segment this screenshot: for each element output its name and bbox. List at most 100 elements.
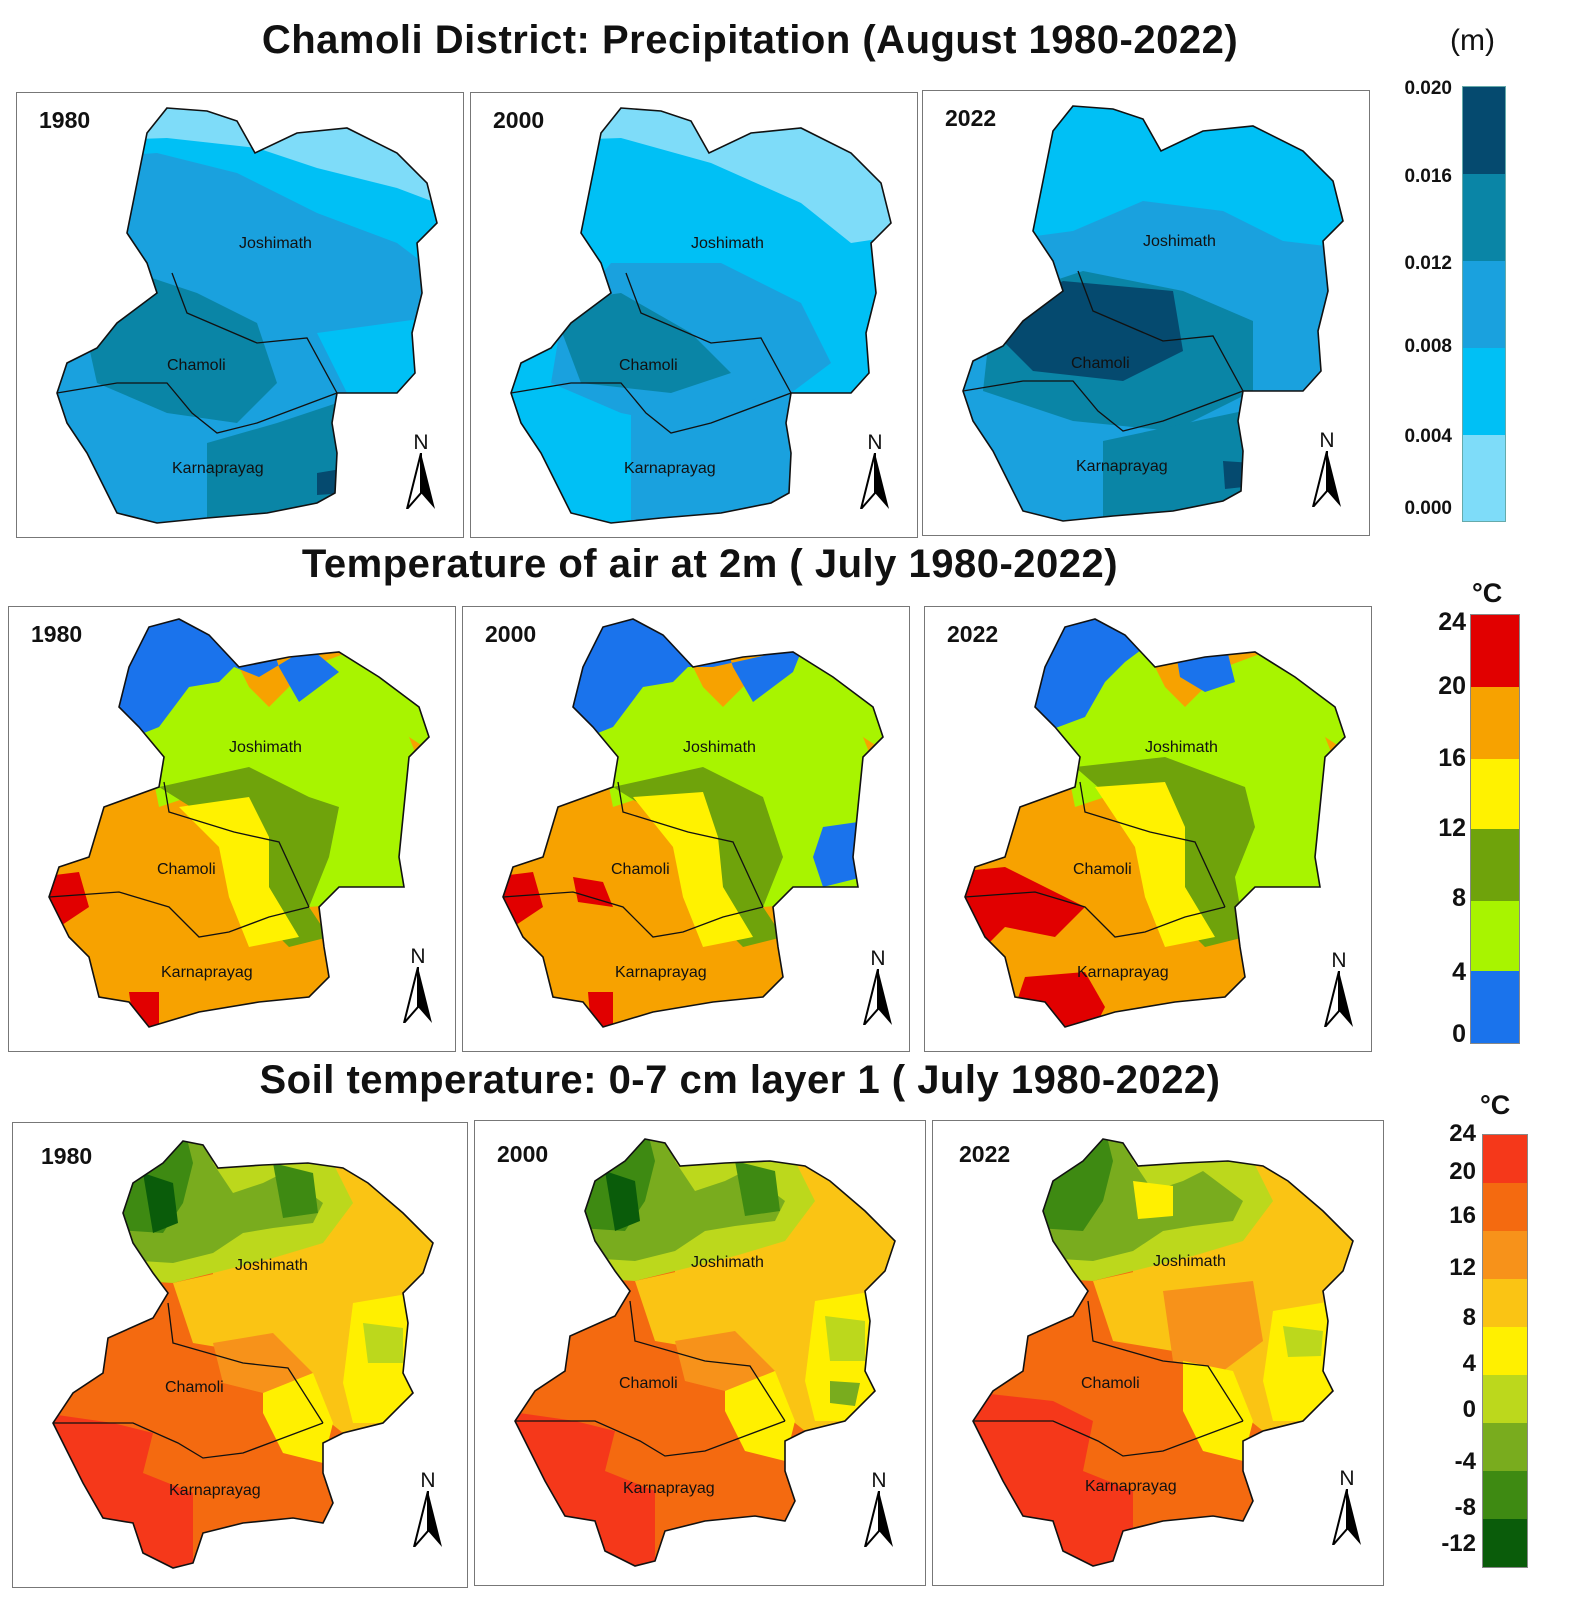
legend-tick: 0.004: [1404, 426, 1452, 447]
legend-swatch: [1483, 1471, 1527, 1519]
legend-tick: 0.008: [1404, 336, 1452, 357]
legend-tick: 4: [1462, 1350, 1476, 1377]
precip-map-1980[interactable]: Joshimath Chamoli Karnaprayag 1980 N: [16, 92, 464, 538]
label-chamoli: Chamoli: [157, 861, 216, 878]
legend-tick: 0: [1462, 1396, 1476, 1423]
north-arrow-icon: N: [853, 431, 897, 509]
precip-legend: (m) 0.020 0.016 0.012 0.008 0.004 0.000: [1390, 20, 1580, 530]
legend-tick: 24: [1438, 608, 1466, 636]
label-chamoli: Chamoli: [619, 357, 678, 374]
legend-tick: 0.012: [1404, 253, 1452, 274]
legend-swatch: [1483, 1423, 1527, 1471]
legend-tick: 0: [1452, 1020, 1466, 1048]
legend-swatch: [1463, 87, 1505, 174]
soil-temp-legend: °C 24 20 16 12 8 4 0 -4 -8 -12: [1420, 1090, 1580, 1590]
label-joshimath: Joshimath: [1153, 1253, 1226, 1270]
legend-tick: 4: [1452, 958, 1466, 986]
legend-tick: 12: [1438, 814, 1466, 842]
precip-map-2022[interactable]: Joshimath Chamoli Karnaprayag 2022 N: [922, 90, 1370, 536]
soil-temp-map-2022[interactable]: Joshimath Chamoli Karnaprayag 2022 N: [932, 1120, 1384, 1586]
label-chamoli: Chamoli: [1071, 355, 1130, 372]
legend-swatch: [1483, 1135, 1527, 1183]
north-arrow-icon: N: [857, 1469, 901, 1547]
north-arrow-icon: N: [406, 1469, 450, 1547]
legend-swatch: [1463, 174, 1505, 261]
legend-swatch: [1463, 435, 1505, 521]
legend-unit: °C: [1480, 1090, 1511, 1120]
label-chamoli: Chamoli: [1081, 1375, 1140, 1392]
legend-swatch: [1471, 901, 1519, 971]
label-karnaprayag: Karnaprayag: [1076, 458, 1168, 475]
label-joshimath: Joshimath: [691, 1254, 764, 1271]
label-chamoli: Chamoli: [1073, 861, 1132, 878]
north-arrow-icon: N: [1325, 1467, 1369, 1545]
north-arrow-icon: N: [1317, 949, 1361, 1027]
label-joshimath: Joshimath: [691, 235, 764, 252]
legend-swatch: [1483, 1375, 1527, 1423]
label-karnaprayag: Karnaprayag: [615, 964, 707, 981]
label-karnaprayag: Karnaprayag: [1077, 964, 1169, 981]
legend-swatch: [1483, 1231, 1527, 1279]
legend-tick: 16: [1438, 744, 1466, 772]
soil-temp-map-1980[interactable]: Joshimath Chamoli Karnaprayag 1980 N: [12, 1122, 468, 1588]
label-joshimath: Joshimath: [683, 739, 756, 756]
year-label: 2000: [497, 1141, 549, 1167]
legend-tick: -12: [1441, 1530, 1476, 1557]
legend-swatch: [1471, 759, 1519, 829]
legend-tick: 8: [1452, 884, 1466, 912]
legend-tick: 12: [1449, 1254, 1476, 1281]
legend-colorbar: [1482, 1134, 1528, 1568]
label-joshimath: Joshimath: [235, 1257, 308, 1274]
label-joshimath: Joshimath: [229, 739, 302, 756]
legend-tick: 20: [1438, 672, 1466, 700]
label-karnaprayag: Karnaprayag: [1085, 1478, 1177, 1495]
air-temp-map-2022[interactable]: Joshimath Chamoli Karnaprayag 2022 N: [924, 606, 1372, 1052]
label-joshimath: Joshimath: [239, 235, 312, 252]
year-label: 2000: [485, 621, 537, 647]
legend-swatch: [1471, 687, 1519, 759]
air-temp-title: Temperature of air at 2m ( July 1980-202…: [301, 542, 1119, 586]
label-chamoli: Chamoli: [167, 357, 226, 374]
north-arrow-icon: N: [1305, 429, 1349, 507]
north-arrow-icon: N: [396, 945, 440, 1023]
legend-swatch: [1463, 348, 1505, 435]
legend-tick: 8: [1462, 1304, 1476, 1331]
soil-temp-title: Soil temperature: 0-7 cm layer 1 ( July …: [259, 1058, 1221, 1102]
legend-swatch: [1483, 1519, 1527, 1567]
legend-swatch: [1483, 1183, 1527, 1231]
year-label: 1980: [31, 621, 83, 647]
north-arrow-icon: N: [856, 947, 900, 1025]
legend-swatch: [1471, 829, 1519, 901]
label-joshimath: Joshimath: [1145, 739, 1218, 756]
air-temp-map-2000[interactable]: Joshimath Chamoli Karnaprayag 2000 N: [462, 606, 910, 1052]
legend-swatch: [1483, 1279, 1527, 1327]
legend-swatch: [1471, 615, 1519, 687]
legend-swatch: [1471, 971, 1519, 1043]
label-karnaprayag: Karnaprayag: [161, 964, 253, 981]
legend-unit: (m): [1450, 24, 1495, 57]
label-karnaprayag: Karnaprayag: [169, 1482, 261, 1499]
precip-map-2000[interactable]: Joshimath Chamoli Karnaprayag 2000 N: [470, 92, 918, 538]
legend-tick: 24: [1449, 1120, 1476, 1147]
year-label: 1980: [41, 1143, 93, 1169]
legend-swatch: [1463, 261, 1505, 348]
legend-swatch: [1483, 1327, 1527, 1375]
legend-tick: 16: [1449, 1202, 1476, 1229]
label-karnaprayag: Karnaprayag: [623, 1480, 715, 1497]
precip-title: Chamoli District: Precipitation (August …: [261, 18, 1239, 62]
north-arrow-icon: N: [399, 431, 443, 509]
year-label: 2022: [945, 105, 997, 131]
label-karnaprayag: Karnaprayag: [172, 460, 264, 477]
air-temp-legend: °C 24 20 16 12 8 4 0: [1410, 572, 1580, 1052]
legend-tick: 0.016: [1404, 166, 1452, 187]
year-label: 2000: [493, 107, 545, 133]
label-karnaprayag: Karnaprayag: [624, 460, 716, 477]
legend-tick: -4: [1454, 1448, 1476, 1475]
legend-colorbar: [1462, 86, 1506, 522]
legend-unit: °C: [1472, 578, 1503, 608]
soil-temp-map-2000[interactable]: Joshimath Chamoli Karnaprayag 2000 N: [474, 1120, 926, 1586]
label-joshimath: Joshimath: [1143, 233, 1216, 250]
legend-tick: 0.020: [1404, 78, 1452, 99]
label-chamoli: Chamoli: [165, 1379, 224, 1396]
air-temp-map-1980[interactable]: Joshimath Chamoli Karnaprayag 1980 N: [8, 606, 456, 1052]
